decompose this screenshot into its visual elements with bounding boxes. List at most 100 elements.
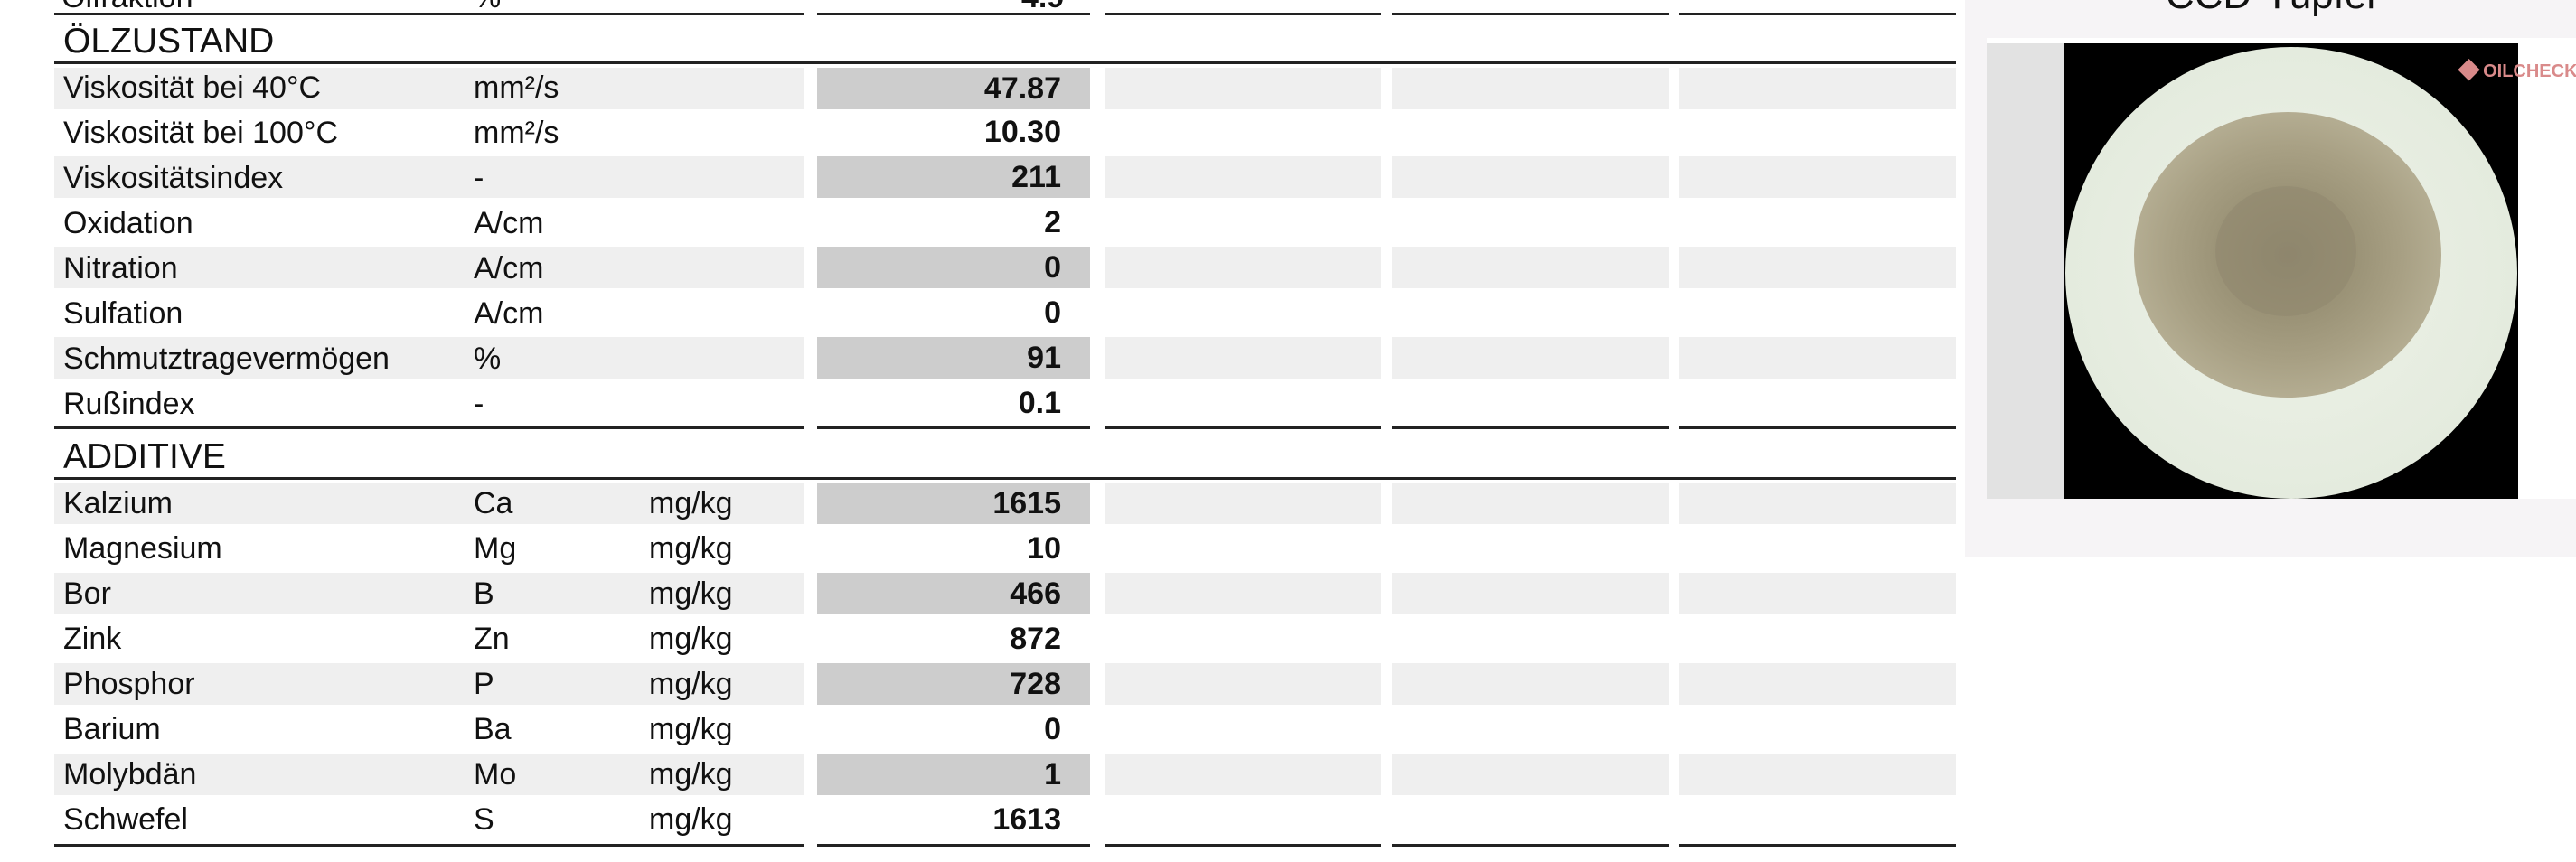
element-unit: mg/kg — [649, 802, 733, 837]
element-value: 872 — [1010, 622, 1061, 656]
element-unit: mg/kg — [649, 712, 733, 746]
param-name: Nitration — [63, 251, 178, 286]
value-cell: 47.87 — [817, 68, 1090, 109]
element-value: 0 — [1044, 712, 1061, 746]
value-cell: 1613 — [817, 799, 1090, 840]
element-value: 1 — [1044, 757, 1061, 792]
element-symbol: Mo — [474, 757, 517, 792]
param-value: 211 — [1011, 160, 1061, 194]
element-name: Bor — [63, 576, 111, 611]
element-name: Zink — [63, 622, 122, 656]
element-name: Schwefel — [63, 802, 188, 837]
value-cell: 466 — [817, 573, 1090, 614]
element-value: 466 — [1010, 576, 1061, 611]
param-value: 10.30 — [983, 115, 1061, 149]
table-rule — [817, 13, 1090, 15]
param-name: Viskosität bei 100°C — [63, 116, 339, 150]
param-name: Sulfation — [63, 296, 183, 331]
value-cell: 1615 — [817, 483, 1090, 524]
value-cell: 0 — [817, 247, 1090, 288]
photo-margin — [1987, 43, 2064, 499]
table-rule — [817, 426, 1090, 429]
oilcheck-logo: ◆ OILCHECK — [2458, 53, 2576, 83]
table-rule — [54, 844, 804, 847]
element-name: Phosphor — [63, 667, 195, 701]
element-symbol: S — [474, 802, 494, 837]
param-name: Viskositätsindex — [63, 161, 284, 195]
value-cell: 728 — [817, 663, 1090, 705]
element-name: Kalzium — [63, 486, 173, 520]
param-value: 0 — [1044, 295, 1061, 330]
param-name: Schmutztragevermögen — [63, 342, 390, 376]
element-unit: mg/kg — [649, 667, 733, 701]
value-cell: 0 — [817, 708, 1090, 750]
element-name: Barium — [63, 712, 161, 746]
value-cell: 10 — [817, 528, 1090, 569]
value-cell: 2 — [817, 201, 1090, 243]
partial-row-value: 4.9 — [1021, 0, 1064, 15]
table-rule — [817, 844, 1090, 847]
section-rule — [54, 477, 1956, 480]
element-value: 10 — [1027, 531, 1061, 566]
table-rule — [1679, 13, 1956, 15]
param-value: 2 — [1044, 205, 1061, 239]
drop-icon: ◆ — [2458, 53, 2480, 83]
section-title-additive: ADDITIVE — [63, 437, 226, 476]
param-value: 0.1 — [1018, 386, 1061, 420]
element-name: Magnesium — [63, 531, 222, 566]
value-cell: 0 — [817, 292, 1090, 333]
value-cell: 872 — [817, 618, 1090, 660]
element-value: 728 — [1010, 667, 1061, 701]
table-rule — [1105, 426, 1381, 429]
value-cell: 0.1 — [817, 382, 1090, 424]
param-value: 47.87 — [983, 71, 1061, 106]
element-name: Molybdän — [63, 757, 197, 792]
partial-row-unit: % — [474, 0, 501, 15]
table-rule — [1392, 426, 1669, 429]
element-symbol: Ba — [474, 712, 512, 746]
table-rule — [1679, 426, 1956, 429]
table-rule — [1105, 844, 1381, 847]
table-rule — [54, 13, 804, 15]
table-rule — [1679, 844, 1956, 847]
element-symbol: B — [474, 576, 494, 611]
section-title-oelzustand: ÖLZUSTAND — [63, 22, 275, 61]
element-unit: mg/kg — [649, 576, 733, 611]
param-unit: mm²/s — [474, 70, 559, 105]
value-cell: 211 — [817, 156, 1090, 198]
value-cell: 10.30 — [817, 111, 1090, 153]
param-unit: A/cm — [474, 251, 544, 286]
table-rule — [1392, 13, 1669, 15]
element-unit: mg/kg — [649, 622, 733, 656]
param-value: 91 — [1027, 341, 1061, 375]
param-value: 0 — [1044, 250, 1061, 285]
param-unit: A/cm — [474, 206, 544, 240]
value-cell: 91 — [817, 337, 1090, 379]
param-unit: % — [474, 342, 502, 376]
element-symbol: Mg — [474, 531, 517, 566]
element-unit: mg/kg — [649, 757, 733, 792]
table-rule — [54, 426, 804, 429]
element-symbol: Ca — [474, 486, 513, 520]
param-unit: mm²/s — [474, 116, 559, 150]
element-value: 1615 — [992, 486, 1061, 520]
partial-row-label: Ölfraktion — [61, 0, 193, 15]
element-unit: mg/kg — [649, 486, 733, 520]
oil-spot-image — [2064, 43, 2518, 499]
param-unit: - — [474, 387, 484, 421]
param-name: Viskosität bei 40°C — [63, 70, 322, 105]
param-unit: - — [474, 161, 484, 195]
param-unit: A/cm — [474, 296, 544, 331]
element-symbol: Zn — [474, 622, 510, 656]
element-symbol: P — [474, 667, 494, 701]
oil-spot-icon — [2065, 47, 2517, 499]
element-unit: mg/kg — [649, 531, 733, 566]
param-name: Rußindex — [63, 387, 195, 421]
table-rule — [1105, 13, 1381, 15]
section-rule — [54, 61, 1956, 64]
ccd-caption: CCD-Tüpfel — [1965, 0, 2576, 18]
param-name: Oxidation — [63, 206, 193, 240]
table-rule — [1392, 844, 1669, 847]
value-cell: 1 — [817, 754, 1090, 795]
element-value: 1613 — [992, 802, 1061, 837]
